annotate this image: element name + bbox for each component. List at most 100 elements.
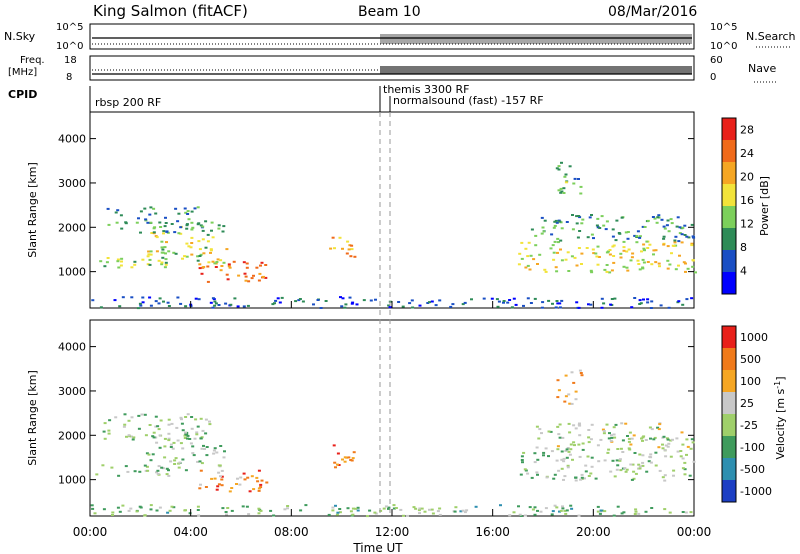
power-cell [657, 214, 661, 217]
velocity-cell [90, 504, 94, 507]
velocity-cell [195, 433, 199, 436]
power-cell [430, 300, 434, 303]
power-cell [184, 211, 188, 214]
velocity-cell [590, 465, 594, 468]
power-cell [592, 252, 596, 255]
velocity-cell [602, 430, 606, 432]
velocity-cell [152, 431, 156, 434]
velocity-cell [220, 484, 224, 487]
power-cell [148, 263, 152, 266]
power-cell [388, 306, 392, 309]
velocity-cell [257, 469, 261, 472]
power-cell [654, 261, 658, 264]
velocity-cell [641, 461, 645, 464]
velocity-cell [265, 481, 269, 484]
velocity-cell [589, 438, 593, 441]
power-cell [526, 264, 530, 267]
velocity-cell [533, 506, 537, 509]
power-cell [589, 269, 593, 272]
power-cell [538, 253, 542, 256]
velocity-cell [257, 512, 261, 515]
velocity-cell [672, 469, 676, 472]
power-cell [177, 212, 181, 215]
velocity-cell [570, 507, 574, 510]
velocity-cell [640, 437, 643, 440]
power-cell [605, 264, 609, 266]
velocity-cell [200, 447, 204, 450]
velocity-cell [562, 460, 566, 463]
velocity-colorbar-tick: 1000 [740, 331, 768, 344]
power-cell [690, 242, 694, 245]
velocity-cell [627, 440, 631, 443]
velocity-cell [637, 512, 641, 515]
velocity-cell [620, 512, 624, 515]
power-cell [622, 246, 626, 249]
velocity-cell [618, 459, 622, 462]
velocity-cell [454, 506, 458, 509]
velocity-cell [145, 452, 149, 455]
power-cell [189, 246, 193, 249]
power-cell [658, 265, 661, 268]
power-cell [146, 255, 150, 258]
velocity-cell [556, 396, 560, 399]
power-cell [227, 265, 231, 268]
velocity-cell [587, 475, 591, 477]
power-colorbar-tick: 12 [740, 218, 754, 231]
power-cell [532, 258, 536, 261]
power-cell [258, 272, 262, 275]
velocity-cell [624, 470, 628, 473]
velocity-cell [561, 507, 565, 510]
power-cell [186, 213, 190, 215]
power-cell [202, 252, 206, 255]
velocity-cell [692, 460, 696, 463]
power-cell [612, 255, 616, 257]
power-cell [196, 259, 200, 262]
velocity-cell [102, 508, 106, 511]
power-cell [209, 248, 213, 251]
power-cell [194, 297, 198, 300]
power-cell [215, 261, 219, 263]
velocity-cell [406, 514, 409, 517]
velocity-cell [123, 423, 127, 426]
power-cell [103, 265, 107, 268]
power-cell [225, 273, 229, 276]
velocity-cell [620, 422, 624, 425]
velocity-cell [597, 460, 601, 463]
power-cell [162, 232, 165, 235]
power-cell [106, 207, 110, 210]
velocity-cell [562, 457, 566, 460]
velocity-cell [561, 505, 564, 508]
power-cell [648, 243, 652, 246]
power-cell [408, 302, 412, 305]
velocity-cell [283, 508, 287, 511]
velocity-cell [668, 511, 672, 514]
velocity-cell [272, 514, 276, 517]
power-cell [211, 236, 215, 239]
power-cell [113, 299, 117, 302]
power-cell [222, 261, 226, 264]
velocity-cell [565, 456, 569, 459]
power-cell [534, 234, 538, 237]
power-cell [630, 256, 634, 259]
nsearch-tick-high: 10^5 [710, 22, 737, 33]
velocity-cell [581, 442, 585, 445]
velocity-cell [149, 508, 153, 511]
velocity-cell [379, 509, 383, 512]
velocity-cell [556, 445, 560, 448]
power-cell [347, 248, 351, 251]
nsearch-tick-low: 10^0 [710, 41, 737, 52]
velocity-cell [520, 455, 524, 458]
power-cell [319, 307, 323, 309]
velocity-cell [649, 453, 653, 456]
power-cell [540, 232, 544, 235]
velocity-cell [653, 436, 657, 439]
velocity-cell [417, 509, 421, 512]
power-cell [649, 307, 653, 309]
velocity-cell [577, 423, 581, 426]
velocity-cell [522, 451, 526, 454]
velocity-cell [574, 390, 578, 393]
power-cell [575, 222, 579, 225]
power-cell [340, 305, 344, 308]
power-cell [350, 248, 354, 251]
velocity-cell [557, 389, 561, 392]
